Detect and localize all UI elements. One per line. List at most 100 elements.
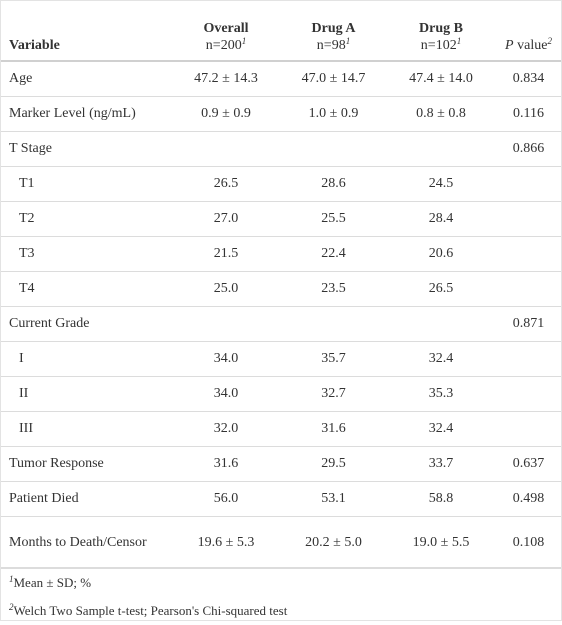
header-n: n=102 — [420, 38, 457, 53]
header-italic: P — [505, 38, 514, 53]
header-cell: P value2 — [496, 1, 561, 62]
cell-value: 56.0 — [171, 481, 281, 517]
empty-cell — [386, 131, 496, 167]
header-cell: Overall n=2001 — [171, 1, 281, 62]
cell-value: 32.4 — [386, 341, 496, 377]
row-label: T1 — [1, 166, 171, 202]
footnote: 2Welch Two Sample t-test; Pearson's Chi-… — [1, 597, 561, 625]
footnote-mark: 1 — [456, 36, 462, 46]
header-label: Drug B — [419, 21, 463, 36]
table-row: T4 25.0 23.5 26.5 — [1, 271, 561, 307]
cell-value: 23.5 — [281, 271, 386, 307]
header-cell: Variable — [1, 1, 171, 62]
row-label: II — [1, 376, 171, 412]
empty-cell — [496, 341, 561, 377]
cell-value: 27.0 — [171, 201, 281, 237]
header-n: n=200 — [205, 38, 242, 53]
header-cell: Drug A n=981 — [281, 1, 386, 62]
cell-value: 19.0 ± 5.5 — [386, 516, 496, 568]
row-label: Patient Died — [1, 481, 171, 517]
table-row: T Stage 0.866 — [1, 131, 561, 167]
row-label: T Stage — [1, 131, 171, 167]
empty-cell — [496, 411, 561, 447]
cell-value: 53.1 — [281, 481, 386, 517]
row-label: Age — [1, 61, 171, 97]
cell-value: 47.0 ± 14.7 — [281, 61, 386, 97]
footnote-mark: 1 — [241, 36, 247, 46]
row-label: Current Grade — [1, 306, 171, 342]
empty-cell — [386, 306, 496, 342]
row-label: T3 — [1, 236, 171, 272]
empty-cell — [496, 201, 561, 237]
table-row: Tumor Response 31.6 29.5 33.7 0.637 — [1, 446, 561, 482]
cell-value: 1.0 ± 0.9 — [281, 96, 386, 132]
footnote-mark: 2 — [547, 36, 552, 46]
header-cell: Drug B n=1021 — [386, 1, 496, 62]
row-label: I — [1, 341, 171, 377]
cell-value: 35.3 — [386, 376, 496, 412]
cell-value: 20.6 — [386, 236, 496, 272]
cell-value: 22.4 — [281, 236, 386, 272]
table-row: Months to Death/Censor 19.6 ± 5.3 20.2 ± 5… — [1, 516, 561, 568]
row-label: III — [1, 411, 171, 447]
cell-value: 47.4 ± 14.0 — [386, 61, 496, 97]
row-label: T4 — [1, 271, 171, 307]
cell-value: 32.7 — [281, 376, 386, 412]
empty-cell — [496, 271, 561, 307]
table-row: II 34.0 32.7 35.3 — [1, 376, 561, 412]
header-label: Overall — [203, 21, 249, 36]
table-row: T1 26.5 28.6 24.5 — [1, 166, 561, 202]
cell-value: 34.0 — [171, 376, 281, 412]
cell-value: 26.5 — [171, 166, 281, 202]
table-row: I 34.0 35.7 32.4 — [1, 341, 561, 377]
empty-cell — [496, 236, 561, 272]
footnote-mark: 1 — [345, 36, 351, 46]
cell-value: 32.0 — [171, 411, 281, 447]
table-row: Patient Died 56.0 53.1 58.8 0.498 — [1, 481, 561, 517]
cell-value: 32.4 — [386, 411, 496, 447]
p-value: 0.866 — [496, 131, 561, 167]
empty-cell — [171, 131, 281, 167]
cell-value: 58.8 — [386, 481, 496, 517]
cell-value: 35.7 — [281, 341, 386, 377]
cell-value: 31.6 — [281, 411, 386, 447]
header-label: Variable — [9, 38, 60, 53]
cell-value: 25.5 — [281, 201, 386, 237]
table-row: Age 47.2 ± 14.3 47.0 ± 14.7 47.4 ± 14.0 0.83… — [1, 61, 561, 97]
cell-value: 0.9 ± 0.9 — [171, 96, 281, 132]
footnote-text: Mean ± SD; % — [13, 575, 92, 590]
table-body: Age 47.2 ± 14.3 47.0 ± 14.7 47.4 ± 14.0 0.83… — [1, 61, 561, 568]
p-value: 0.834 — [496, 61, 561, 97]
empty-cell — [281, 131, 386, 167]
footnote-mark: 2 — [9, 602, 14, 612]
table-row: T2 27.0 25.5 28.4 — [1, 201, 561, 237]
cell-value: 29.5 — [281, 446, 386, 482]
cell-value: 0.8 ± 0.8 — [386, 96, 496, 132]
empty-cell — [496, 376, 561, 412]
empty-cell — [171, 306, 281, 342]
table-row: Current Grade 0.871 — [1, 306, 561, 342]
p-value: 0.637 — [496, 446, 561, 482]
cell-value: 34.0 — [171, 341, 281, 377]
cell-value: 47.2 ± 14.3 — [171, 61, 281, 97]
cell-value: 24.5 — [386, 166, 496, 202]
row-label: Tumor Response — [1, 446, 171, 482]
footnote-text: Welch Two Sample t-test; Pearson's Chi-s… — [13, 603, 288, 618]
cell-value: 19.6 ± 5.3 — [171, 516, 281, 568]
cell-value: 31.6 — [171, 446, 281, 482]
cell-value: 33.7 — [386, 446, 496, 482]
row-label: T2 — [1, 201, 171, 237]
footnotes: 1Mean ± SD; % 2Welch Two Sample t-test; P… — [1, 568, 561, 625]
table-row: Marker Level (ng/mL) 0.9 ± 0.9 1.0 ± 0.9 0.… — [1, 96, 561, 132]
p-value: 0.108 — [496, 516, 561, 568]
p-value: 0.498 — [496, 481, 561, 517]
empty-cell — [281, 306, 386, 342]
footnote: 1Mean ± SD; % — [1, 568, 561, 597]
header-n: n=98 — [316, 38, 346, 53]
header-label: Drug A — [311, 21, 356, 36]
cell-value: 28.6 — [281, 166, 386, 202]
cell-value: 28.4 — [386, 201, 496, 237]
p-value: 0.116 — [496, 96, 561, 132]
